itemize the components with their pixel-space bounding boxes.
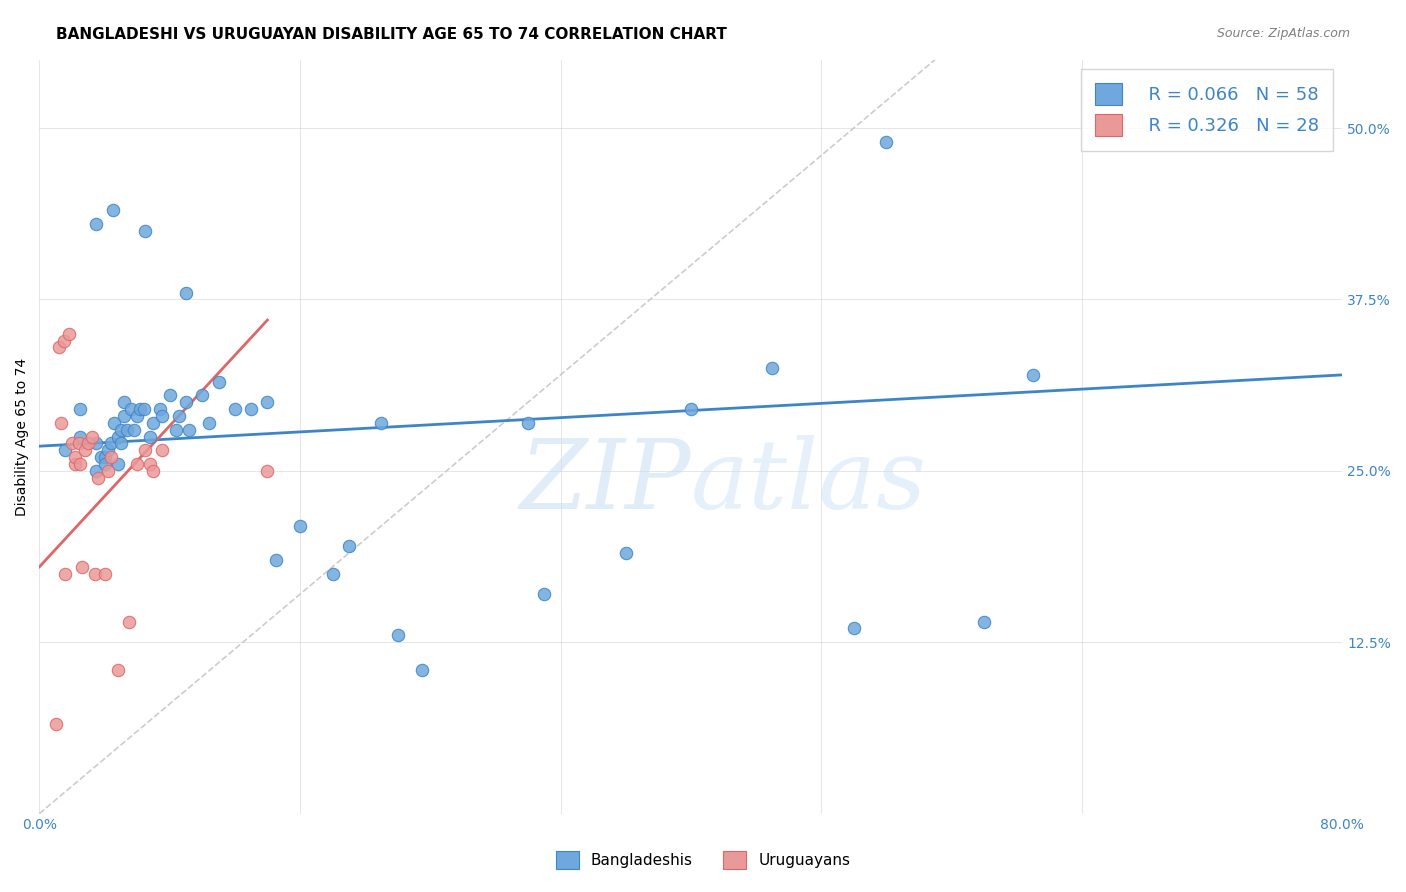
Point <box>48 341 70 355</box>
Point <box>100 450 122 464</box>
Point <box>90 450 112 464</box>
Point <box>86 436 108 450</box>
Point <box>103 416 125 430</box>
Point <box>517 416 540 430</box>
Point <box>256 395 278 409</box>
Point <box>69 402 91 417</box>
Point <box>73 443 96 458</box>
Point <box>264 553 287 567</box>
Point <box>93 450 115 464</box>
Point <box>679 402 702 417</box>
Point <box>139 457 162 471</box>
Point <box>112 409 135 423</box>
Legend: Bangladeshis, Uruguayans: Bangladeshis, Uruguayans <box>550 845 856 875</box>
Point <box>149 402 172 417</box>
Point <box>86 217 108 231</box>
Point <box>761 361 783 376</box>
Point <box>80 429 103 443</box>
Point <box>973 615 995 629</box>
Point <box>107 457 129 471</box>
Point <box>97 443 120 458</box>
Point <box>337 539 360 553</box>
Point <box>842 622 865 636</box>
Point <box>127 409 149 423</box>
Point <box>107 663 129 677</box>
Point <box>127 457 149 471</box>
Point <box>122 423 145 437</box>
Point <box>159 388 181 402</box>
Point <box>120 402 142 417</box>
Point <box>65 450 87 464</box>
Point <box>240 402 263 417</box>
Point <box>58 326 80 341</box>
Legend:   R = 0.066   N = 58,   R = 0.326   N = 28: R = 0.066 N = 58, R = 0.326 N = 28 <box>1081 69 1333 151</box>
Point <box>370 416 392 430</box>
Point <box>118 615 141 629</box>
Y-axis label: Disability Age 65 to 74: Disability Age 65 to 74 <box>15 358 30 516</box>
Point <box>224 402 246 417</box>
Point <box>150 443 173 458</box>
Point <box>179 423 201 437</box>
Point <box>87 471 110 485</box>
Point <box>191 388 214 402</box>
Point <box>60 436 83 450</box>
Point <box>67 436 90 450</box>
Point <box>86 464 108 478</box>
Point <box>129 402 152 417</box>
Point <box>197 416 219 430</box>
Point <box>55 443 77 458</box>
Point <box>70 559 93 574</box>
Text: ZIP: ZIP <box>519 434 690 529</box>
Point <box>49 416 72 430</box>
Point <box>174 395 197 409</box>
Point <box>256 464 278 478</box>
Point <box>132 402 155 417</box>
Point <box>387 628 409 642</box>
Point <box>533 587 555 601</box>
Point <box>93 457 115 471</box>
Point <box>875 135 897 149</box>
Point <box>112 395 135 409</box>
Point <box>100 436 122 450</box>
Point <box>142 416 165 430</box>
Point <box>142 464 165 478</box>
Point <box>1022 368 1045 382</box>
Point <box>117 423 139 437</box>
Point <box>110 436 132 450</box>
Point <box>77 436 100 450</box>
Point <box>322 566 344 581</box>
Point <box>97 464 120 478</box>
Point <box>169 409 191 423</box>
Point <box>411 663 433 677</box>
Point <box>174 285 197 300</box>
Point <box>139 429 162 443</box>
Point <box>83 566 105 581</box>
Point <box>134 443 156 458</box>
Point <box>207 375 229 389</box>
Point <box>65 457 87 471</box>
Point <box>107 429 129 443</box>
Point <box>52 334 75 348</box>
Point <box>150 409 173 423</box>
Text: Source: ZipAtlas.com: Source: ZipAtlas.com <box>1216 27 1350 40</box>
Point <box>110 423 132 437</box>
Point <box>45 717 67 731</box>
Point <box>165 423 187 437</box>
Point <box>614 546 637 560</box>
Point <box>69 429 91 443</box>
Point <box>134 224 156 238</box>
Point <box>55 566 77 581</box>
Point <box>93 566 115 581</box>
Point <box>101 203 124 218</box>
Text: atlas: atlas <box>690 434 927 529</box>
Text: BANGLADESHI VS URUGUAYAN DISABILITY AGE 65 TO 74 CORRELATION CHART: BANGLADESHI VS URUGUAYAN DISABILITY AGE … <box>56 27 727 42</box>
Point <box>288 518 311 533</box>
Point <box>69 457 91 471</box>
